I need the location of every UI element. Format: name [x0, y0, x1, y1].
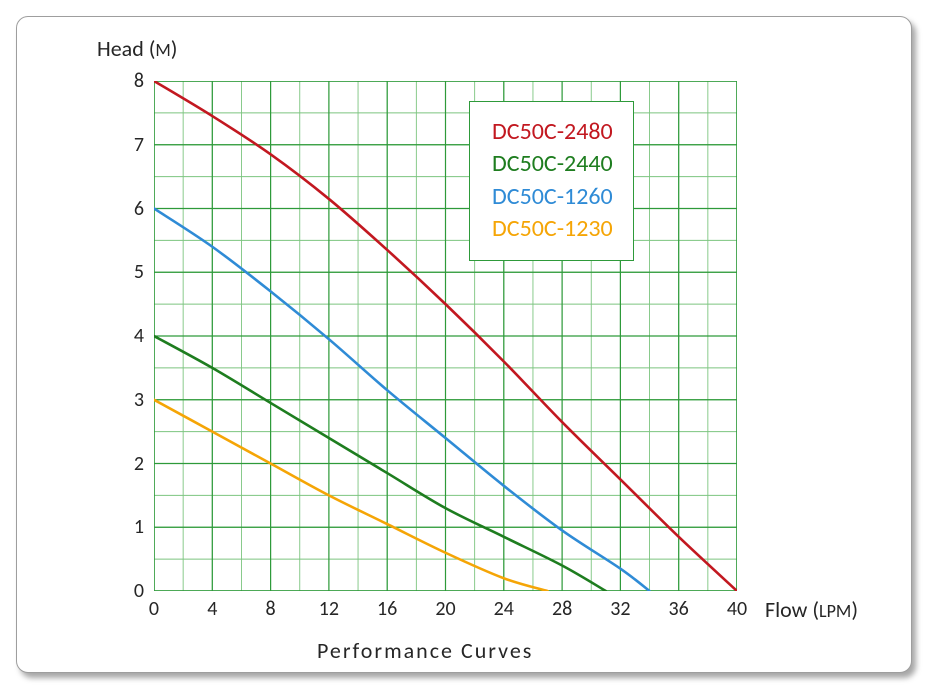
x-axis-title-close: ) — [851, 596, 858, 623]
y-tick-label: 1 — [134, 515, 144, 539]
y-tick-label: 8 — [134, 69, 144, 93]
chart-card: Head (M) DC50C-2480DC50C-2440DC50C-1260D… — [16, 16, 912, 673]
x-tick-label: 0 — [140, 597, 168, 621]
x-tick-label: 8 — [257, 597, 285, 621]
x-tick-label: 16 — [373, 597, 401, 621]
y-tick-label: 2 — [134, 452, 144, 476]
y-tick-label: 7 — [134, 133, 144, 157]
y-axis-title-unit: M — [155, 39, 170, 61]
plot-area: DC50C-2480DC50C-2440DC50C-1260DC50C-1230 — [154, 81, 737, 591]
x-tick-label: 36 — [665, 597, 693, 621]
x-tick-label: 40 — [723, 597, 751, 621]
x-tick-label: 32 — [606, 597, 634, 621]
x-tick-label: 28 — [548, 597, 576, 621]
x-tick-label: 12 — [315, 597, 343, 621]
y-tick-label: 5 — [134, 260, 144, 284]
legend-item: DC50C-1260 — [492, 181, 613, 213]
x-axis-title-main: Flow ( — [765, 596, 819, 623]
legend-item: DC50C-2480 — [492, 116, 613, 148]
x-tick-label: 4 — [198, 597, 226, 621]
y-axis-title-main: Head ( — [97, 35, 155, 62]
y-tick-label: 3 — [134, 388, 144, 412]
y-tick-label: 4 — [134, 324, 144, 348]
legend-item: DC50C-2440 — [492, 148, 613, 180]
plot-svg — [154, 81, 737, 591]
x-tick-label: 20 — [432, 597, 460, 621]
y-axis-title-close: ) — [171, 35, 178, 62]
x-axis-title-unit: LPM — [819, 600, 851, 622]
y-axis-title: Head (M) — [97, 35, 177, 62]
x-axis-title: Flow (LPM) — [765, 596, 858, 623]
legend: DC50C-2480DC50C-2440DC50C-1260DC50C-1230 — [469, 101, 634, 261]
x-tick-label: 24 — [490, 597, 518, 621]
chart-subtitle: Performance Curves — [317, 637, 533, 664]
y-tick-label: 6 — [134, 197, 144, 221]
legend-item: DC50C-1230 — [492, 213, 613, 245]
